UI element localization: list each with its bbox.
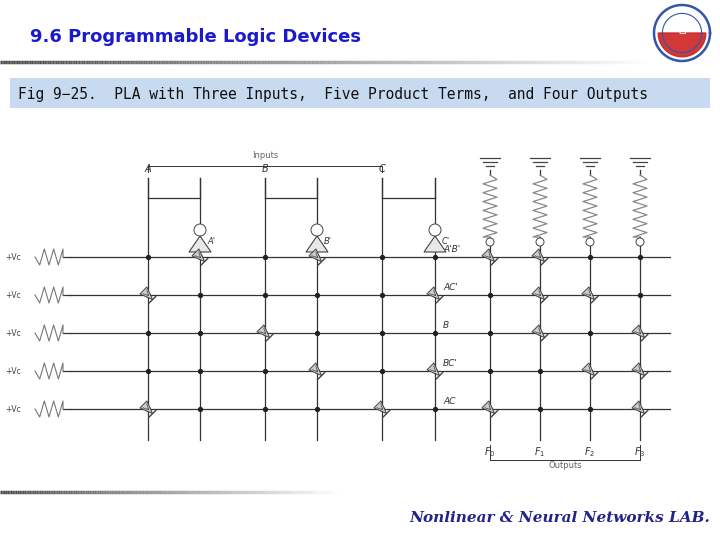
Circle shape bbox=[429, 224, 441, 236]
Text: B': B' bbox=[324, 237, 332, 246]
Text: 讲: 讲 bbox=[678, 22, 685, 35]
Polygon shape bbox=[427, 287, 440, 300]
Text: $F_1$: $F_1$ bbox=[534, 445, 546, 459]
Text: C: C bbox=[379, 164, 385, 174]
Text: Inputs: Inputs bbox=[252, 151, 278, 160]
Polygon shape bbox=[309, 249, 322, 261]
Polygon shape bbox=[532, 325, 544, 338]
Polygon shape bbox=[532, 249, 544, 261]
Text: B: B bbox=[443, 321, 449, 330]
Circle shape bbox=[486, 238, 494, 246]
Circle shape bbox=[636, 238, 644, 246]
Text: A'B': A'B' bbox=[443, 245, 460, 254]
Polygon shape bbox=[257, 325, 269, 338]
Text: +Vc: +Vc bbox=[5, 253, 21, 261]
Polygon shape bbox=[482, 401, 495, 414]
Polygon shape bbox=[424, 236, 446, 252]
Polygon shape bbox=[482, 249, 495, 261]
Polygon shape bbox=[632, 363, 644, 376]
Polygon shape bbox=[309, 363, 322, 376]
Polygon shape bbox=[658, 33, 706, 57]
Polygon shape bbox=[532, 287, 544, 300]
Polygon shape bbox=[192, 249, 204, 261]
Polygon shape bbox=[582, 363, 595, 376]
Text: $F_2$: $F_2$ bbox=[585, 445, 595, 459]
Text: +Vc: +Vc bbox=[5, 291, 21, 300]
Text: $F_0$: $F_0$ bbox=[485, 445, 496, 459]
Polygon shape bbox=[632, 401, 644, 414]
Polygon shape bbox=[374, 401, 387, 414]
Text: AC: AC bbox=[443, 397, 455, 406]
Polygon shape bbox=[427, 363, 440, 376]
Text: B: B bbox=[261, 164, 269, 174]
Polygon shape bbox=[140, 287, 153, 300]
Text: BC': BC' bbox=[443, 359, 458, 368]
Text: $F_3$: $F_3$ bbox=[634, 445, 646, 459]
Polygon shape bbox=[582, 287, 595, 300]
Text: +Vc: +Vc bbox=[5, 367, 21, 375]
Polygon shape bbox=[306, 236, 328, 252]
Text: C': C' bbox=[442, 237, 450, 246]
Text: AC': AC' bbox=[443, 283, 458, 292]
Text: +Vc: +Vc bbox=[5, 404, 21, 414]
Polygon shape bbox=[140, 401, 153, 414]
Circle shape bbox=[586, 238, 594, 246]
Circle shape bbox=[194, 224, 206, 236]
Polygon shape bbox=[654, 5, 710, 61]
Polygon shape bbox=[189, 236, 211, 252]
Polygon shape bbox=[632, 325, 644, 338]
Text: Outputs: Outputs bbox=[548, 461, 582, 470]
Text: 9.6 Programmable Logic Devices: 9.6 Programmable Logic Devices bbox=[30, 28, 361, 46]
Text: Fig 9−25.  PLA with Three Inputs,  Five Product Terms,  and Four Outputs: Fig 9−25. PLA with Three Inputs, Five Pr… bbox=[18, 86, 648, 102]
Text: +Vc: +Vc bbox=[5, 328, 21, 338]
Circle shape bbox=[536, 238, 544, 246]
Text: Nonlinear & Neural Networks LAB.: Nonlinear & Neural Networks LAB. bbox=[409, 511, 710, 525]
Text: A: A bbox=[145, 164, 151, 174]
Circle shape bbox=[311, 224, 323, 236]
Text: A': A' bbox=[207, 237, 215, 246]
FancyBboxPatch shape bbox=[10, 78, 710, 108]
